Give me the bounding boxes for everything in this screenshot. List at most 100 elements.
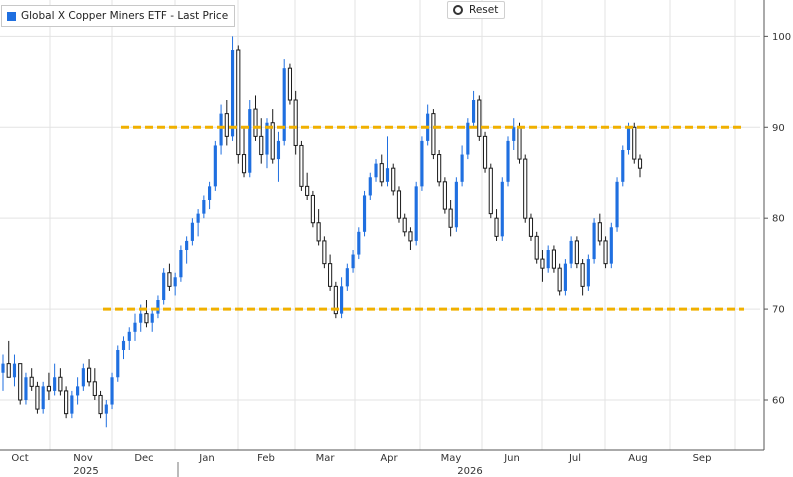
candle-body-down [379, 163, 384, 183]
legend: Global X Copper Miners ETF - Last Price [1, 5, 236, 27]
candle-body-down [58, 376, 63, 392]
candle-body-down [534, 235, 539, 260]
reset-button[interactable]: Reset [447, 1, 506, 19]
candle-body-up [173, 277, 177, 287]
candle-body-down [35, 385, 40, 410]
x-month-label: Dec [134, 453, 153, 464]
reset-label: Reset [469, 4, 499, 16]
candle-body-down [551, 249, 556, 269]
candle-body-down [431, 113, 436, 156]
candle-body-up [282, 68, 286, 141]
candle-body-down [408, 231, 413, 242]
candle-body-down [540, 258, 545, 269]
candle-body-up [362, 195, 367, 232]
candle-body-down [253, 108, 258, 137]
candle-body-down [442, 181, 447, 210]
candle-body-up [460, 154, 464, 182]
candle-body-down [6, 363, 11, 378]
candle-body-up [156, 300, 160, 314]
y-tick-label: 90 [772, 123, 785, 134]
candle-body-up [626, 127, 631, 150]
candle-body-up [569, 240, 573, 264]
reset-icon [453, 5, 463, 15]
candle-body-down [488, 167, 493, 215]
candle-body-up [139, 313, 143, 323]
candle-body-down [18, 363, 23, 401]
candle-body-down [259, 135, 264, 156]
candle-body-down [494, 217, 499, 237]
candle-body-up [592, 222, 596, 260]
candle-body-up [104, 404, 108, 414]
candle-body-down [144, 313, 149, 324]
candle-body-up [546, 250, 550, 269]
candle-body-down [328, 263, 333, 287]
x-year-label: 2026 [457, 466, 482, 477]
candle-body-down [29, 376, 34, 387]
y-tick-label: 100 [772, 32, 791, 43]
x-month-label: Mar [316, 453, 336, 464]
candle-body-up [345, 268, 349, 287]
candle-body-up [621, 150, 625, 182]
x-month-label: Aug [628, 453, 648, 464]
candle-body-up [466, 122, 470, 155]
y-tick-label: 70 [772, 305, 785, 316]
candle-body-down [64, 390, 69, 415]
candle-body-up [563, 263, 567, 291]
candle-body-up [196, 213, 200, 223]
candle-body-down [637, 158, 643, 169]
candle-body-up [512, 127, 516, 141]
candle-body-down [557, 267, 562, 292]
candle-body-down [603, 240, 608, 265]
candle-body-down [287, 67, 293, 101]
candle-body-up [76, 386, 80, 396]
y-tick-label: 60 [772, 396, 785, 407]
candle-body-up [414, 186, 418, 241]
candle-body-down [402, 217, 407, 233]
candle-body-down [167, 272, 172, 287]
candle-body-down [477, 99, 482, 137]
candle-body-up [202, 200, 206, 214]
candle-body-down [92, 381, 97, 396]
candle-body-up [615, 181, 619, 228]
x-month-label: Oct [11, 453, 28, 464]
candle-body-up [351, 254, 355, 269]
candle-body-down [482, 135, 488, 169]
legend-label: Global X Copper Miners ETF - Last Price [21, 10, 229, 22]
candle-body-up [454, 181, 458, 228]
candle-body-up [24, 377, 28, 400]
candle-body-up [41, 386, 45, 410]
candle-body-down [224, 113, 229, 137]
candle-body-up [248, 109, 252, 173]
candle-body-up [53, 377, 57, 391]
candle-body-up [609, 227, 613, 264]
candle-body-down [98, 394, 103, 415]
candle-body-down [528, 217, 534, 237]
candle-body-up [586, 259, 590, 287]
candle-body-up [162, 272, 166, 300]
x-month-label: Sep [693, 453, 712, 464]
candle-body-down [333, 285, 338, 315]
candle-body-down [632, 126, 637, 160]
candle-body-up [179, 250, 183, 278]
candle-body-down [580, 263, 585, 287]
candle-body-down [517, 126, 522, 160]
y-tick-label: 80 [772, 214, 785, 225]
candle-body-down [310, 194, 315, 224]
x-month-label: Jun [503, 453, 520, 464]
x-month-label: Nov [73, 453, 93, 464]
candle-body-up [213, 145, 217, 187]
candle-body-up [70, 395, 74, 414]
candle-body-down [448, 208, 453, 228]
x-year-label: 2025 [73, 466, 98, 477]
candle-body-down [396, 190, 402, 219]
candle-body-up [219, 113, 223, 146]
candle-body-up [368, 177, 372, 196]
candle-body-down [305, 185, 310, 196]
candle-body-up [121, 340, 126, 350]
candle-body-up [1, 363, 5, 373]
candle-body-up [230, 50, 235, 137]
candle-body-up [116, 350, 120, 378]
candle-body-up [185, 240, 189, 250]
candle-body-up [506, 140, 510, 182]
